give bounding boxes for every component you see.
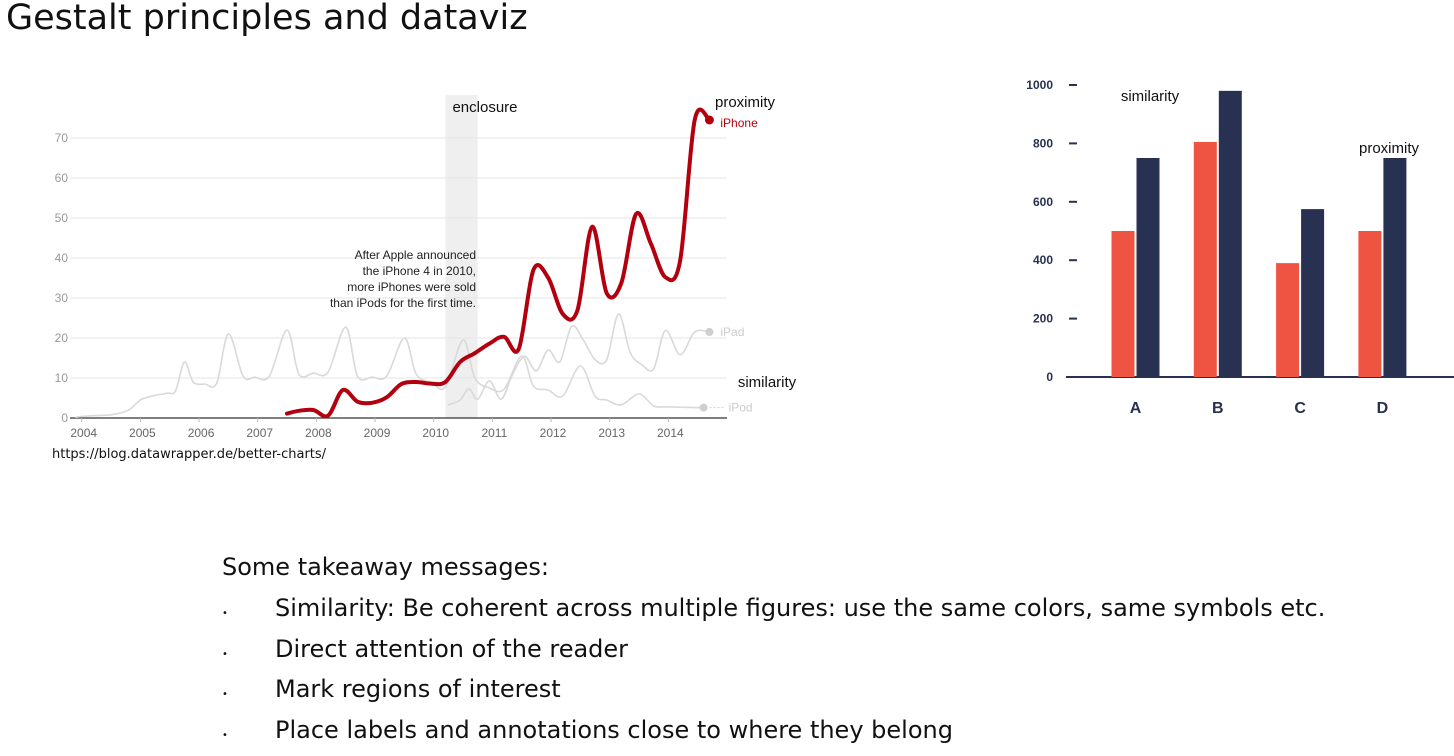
similarity-label: similarity	[1121, 88, 1180, 105]
x-tick-label: 2013	[598, 426, 625, 440]
enclosure-region	[445, 95, 478, 418]
similarity-label: similarity	[738, 374, 797, 391]
x-tick-label: 2008	[305, 426, 332, 440]
takeaway-text: Place labels and annotations close to wh…	[275, 715, 953, 744]
y-tick-label: 0	[61, 411, 68, 425]
y-tick-label: 800	[1033, 136, 1053, 150]
bullet-icon: •	[222, 689, 228, 700]
x-tick-label: 2011	[481, 426, 507, 440]
bar-b-series-2	[1218, 90, 1242, 377]
enclosure-label: enclosure	[452, 99, 517, 116]
annotation-line: than iPods for the first time.	[330, 296, 476, 310]
x-tick-label: 2006	[188, 426, 215, 440]
bullet-icon: •	[222, 608, 228, 619]
takeaways-heading: Some takeaway messages:	[222, 553, 549, 581]
category-label: B	[1212, 400, 1224, 417]
proximity-label: proximity	[1359, 140, 1420, 157]
y-tick-label: 60	[55, 171, 69, 185]
series-label-iphone: iPhone	[720, 116, 758, 130]
x-tick-label: 2010	[422, 426, 449, 440]
annotation-line: more iPhones were sold	[347, 280, 476, 294]
y-tick-label: 1000	[1026, 78, 1053, 92]
y-tick-label: 0	[1046, 370, 1053, 384]
series-end-dot-iphone	[704, 115, 714, 125]
y-tick-label: 400	[1033, 253, 1053, 267]
bar-d-series-2	[1383, 158, 1407, 377]
source-url[interactable]: https://blog.datawrapper.de/better-chart…	[52, 447, 327, 462]
y-tick-label: 20	[55, 331, 69, 345]
x-tick-label: 2014	[657, 426, 684, 440]
bar-d-series-1	[1358, 231, 1382, 377]
proximity-label: proximity	[715, 94, 776, 111]
takeaway-text: Direct attention of the reader	[275, 634, 629, 663]
y-tick-label: 40	[55, 251, 69, 265]
series-line-iphone	[285, 107, 712, 419]
series-end-dot-ipad	[705, 328, 714, 336]
category-label: A	[1130, 400, 1142, 417]
y-tick-label: 30	[55, 291, 69, 305]
bar-c-series-2	[1301, 209, 1325, 377]
series-line-ipad	[447, 313, 711, 406]
y-tick-label: 200	[1033, 312, 1053, 326]
takeaway-text: Mark regions of interest	[275, 675, 561, 703]
series-label-ipad: iPad	[720, 325, 744, 339]
y-tick-label: 10	[55, 371, 69, 385]
x-tick-label: 2009	[364, 426, 391, 440]
annotation-line: After Apple announced	[355, 248, 476, 262]
takeaway-text: Similarity: Be coherent across multiple …	[275, 594, 1326, 622]
bar-b-series-1	[1193, 141, 1217, 377]
slide-title: Gestalt principles and dataviz	[6, 0, 528, 38]
x-tick-label: 2012	[540, 426, 567, 440]
bar-a-series-1	[1111, 231, 1135, 377]
y-tick-label: 70	[55, 131, 69, 145]
category-label: D	[1377, 400, 1389, 417]
x-tick-label: 2005	[129, 426, 156, 440]
bar-a-series-2	[1136, 158, 1160, 377]
category-label: C	[1294, 400, 1306, 417]
bullet-icon: •	[222, 648, 228, 660]
series-label-ipod: iPod	[729, 401, 753, 415]
annotation-line: the iPhone 4 in 2010,	[363, 264, 476, 278]
series-end-dot-ipod	[699, 403, 708, 412]
bar-c-series-1	[1276, 263, 1300, 377]
y-tick-label: 50	[55, 211, 69, 225]
apple-annotation: After Apple announced the iPhone 4 in 201…	[330, 248, 476, 310]
bullet-icon: •	[222, 729, 228, 741]
series-line-ipod	[75, 326, 705, 418]
iphone-ipad-ipod-line-chart: 0 10 20 30 40 50 60 70 2004 2005 2006 2007 2008 2009 2…	[55, 94, 797, 440]
x-tick-label: 2007	[246, 426, 273, 440]
y-tick-label: 600	[1033, 195, 1053, 209]
x-tick-label: 2004	[70, 426, 97, 440]
